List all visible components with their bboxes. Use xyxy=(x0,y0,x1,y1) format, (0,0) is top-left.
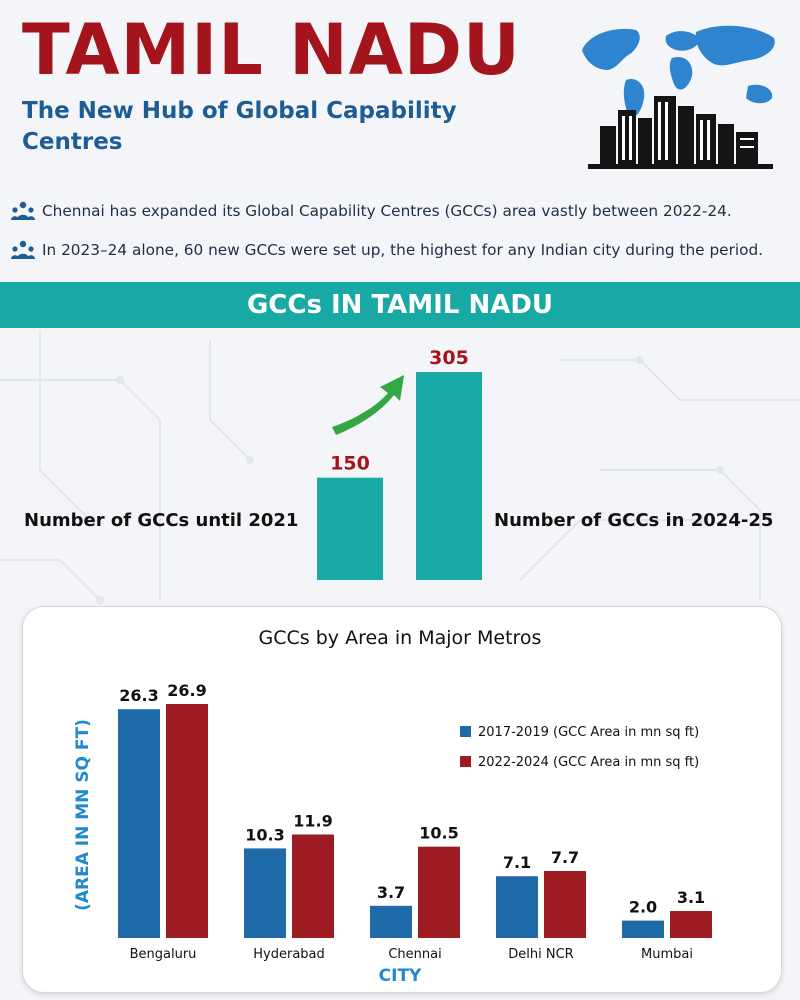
gcc-bar xyxy=(317,477,383,580)
world-map-skyline-icon xyxy=(582,25,775,169)
area-value-label: 7.1 xyxy=(503,853,531,872)
area-bar xyxy=(544,871,586,938)
bullet-text: Chennai has expanded its Global Capabili… xyxy=(42,202,732,220)
area-value-label: 11.9 xyxy=(293,811,332,830)
area-bar xyxy=(496,876,538,938)
page-subtitle: The New Hub of Global Capability Centres xyxy=(22,98,457,155)
x-tick-label: Mumbai xyxy=(641,947,693,962)
y-axis-label: (AREA IN MN SQ FT) xyxy=(73,719,93,911)
area-bar xyxy=(370,905,412,938)
area-bar xyxy=(670,911,712,938)
legend-swatch xyxy=(460,756,471,767)
people-network-icon xyxy=(11,201,35,220)
x-tick-label: Bengaluru xyxy=(130,947,197,962)
upward-arrow-icon xyxy=(332,375,404,435)
legend-label: 2022-2024 (GCC Area in mn sq ft) xyxy=(478,755,699,770)
chart-title: GCCs by Area in Major Metros xyxy=(258,627,542,649)
gcc-value-label: 305 xyxy=(429,347,469,369)
x-axis-label: CITY xyxy=(379,966,422,986)
area-value-label: 7.7 xyxy=(551,848,579,867)
area-value-label: 3.7 xyxy=(377,883,405,902)
bullet-item: In 2023–24 alone, 60 new GCCs were set u… xyxy=(10,238,790,262)
bullet-item: Chennai has expanded its Global Capabili… xyxy=(10,199,790,223)
area-value-label: 10.5 xyxy=(419,824,458,843)
area-bar xyxy=(418,846,460,938)
gcc-value-label: 150 xyxy=(330,453,370,475)
x-tick-label: Hyderabad xyxy=(253,947,325,962)
area-bar xyxy=(244,848,286,938)
area-bar xyxy=(166,704,208,938)
page-title: TAMIL NADU xyxy=(22,9,521,91)
area-value-label: 3.1 xyxy=(677,888,705,907)
x-tick-label: Chennai xyxy=(388,947,441,962)
legend-label: 2017-2019 (GCC Area in mn sq ft) xyxy=(478,725,699,740)
x-tick-label: Delhi NCR xyxy=(508,947,573,962)
gcc-2024-label: Number of GCCs in 2024-25 xyxy=(494,510,774,531)
gcc-count-chart: 150 305 xyxy=(317,347,482,580)
area-bar xyxy=(622,920,664,938)
area-value-label: 2.0 xyxy=(629,898,657,917)
area-bar xyxy=(118,709,160,938)
area-value-label: 26.9 xyxy=(167,681,206,700)
area-bar-chart: (AREA IN MN SQ FT) 26.3 26.9 Bengaluru 10.3 1… xyxy=(73,681,712,986)
gcc-bar xyxy=(416,372,482,580)
area-value-label: 26.3 xyxy=(119,686,158,705)
section-banner: GCCs IN TAMIL NADU xyxy=(0,282,800,328)
people-network-icon xyxy=(11,240,35,259)
area-value-label: 10.3 xyxy=(245,825,284,844)
banner-title: GCCs IN TAMIL NADU xyxy=(246,290,554,320)
area-bar xyxy=(292,834,334,938)
bullet-text: In 2023–24 alone, 60 new GCCs were set u… xyxy=(42,241,764,259)
legend-swatch xyxy=(460,726,471,737)
gcc-2021-label: Number of GCCs until 2021 xyxy=(24,510,299,531)
